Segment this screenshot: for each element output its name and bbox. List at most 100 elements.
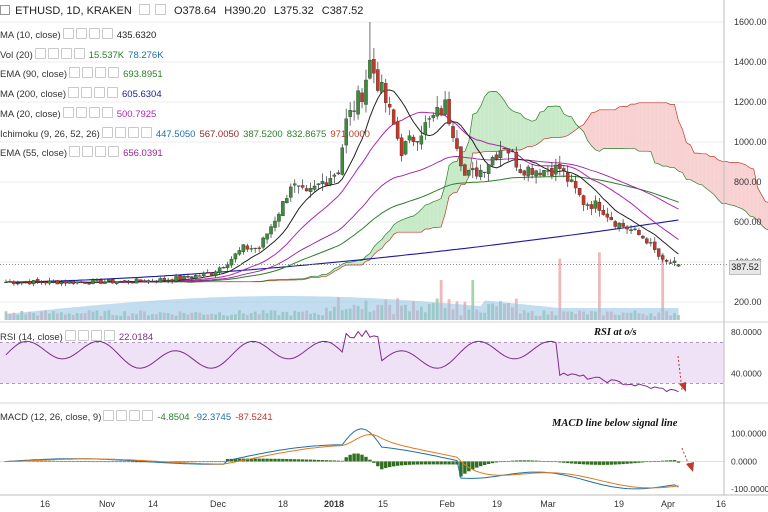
legend-ma20[interactable]: MA (20, close) 500.7925 xyxy=(0,106,157,121)
candle-body xyxy=(486,164,491,174)
eye-icon[interactable] xyxy=(101,126,113,138)
macd-histogram-bar xyxy=(479,461,483,467)
close-icon[interactable] xyxy=(73,47,85,59)
macd-histogram-bar xyxy=(126,461,131,463)
cloud-segment xyxy=(638,102,643,152)
candle-body xyxy=(613,221,617,227)
plus-icon[interactable] xyxy=(127,126,139,138)
eye-icon[interactable] xyxy=(69,146,81,158)
candle-body xyxy=(451,126,455,138)
legend-label: MA (10, close) xyxy=(0,30,61,41)
cloud-segment xyxy=(397,220,402,233)
macd-histogram-bar xyxy=(399,461,404,466)
macd-histogram-bar xyxy=(534,460,538,462)
candle-body xyxy=(494,154,499,160)
cloud-segment xyxy=(421,205,426,233)
cloud-segment xyxy=(591,112,596,150)
settings-icon[interactable] xyxy=(75,28,87,39)
candle-body xyxy=(562,168,566,171)
symbol-label[interactable]: ETHUSD, 1D, KRAKEN xyxy=(15,5,132,17)
settings-icon[interactable] xyxy=(114,126,126,138)
candle-body xyxy=(380,82,384,93)
candle-body xyxy=(399,137,404,156)
settings-icon[interactable] xyxy=(116,410,128,421)
candle-body xyxy=(633,228,637,230)
last-price-tag: 387.52 xyxy=(729,260,761,275)
macd-histogram-bar xyxy=(443,461,447,465)
macd-histogram-bar xyxy=(269,458,273,462)
plus-icon[interactable] xyxy=(88,28,100,39)
eye-icon[interactable] xyxy=(69,67,81,79)
macd-histogram-bar xyxy=(649,461,653,463)
plus-icon[interactable] xyxy=(90,330,102,341)
price-tick-label: 1600.00 xyxy=(734,17,767,27)
rsi-band xyxy=(0,342,724,384)
legend-ema90[interactable]: EMA (90, close) 693.8951 xyxy=(0,67,163,81)
eye-icon[interactable] xyxy=(62,28,74,39)
legend-ma10[interactable]: MA (10, close) 435.6320 xyxy=(0,28,156,42)
settings-icon[interactable] xyxy=(82,146,94,158)
plus-icon[interactable] xyxy=(88,106,100,118)
cloud-segment xyxy=(326,272,331,277)
macd-histogram-bar xyxy=(411,461,416,465)
candle-body xyxy=(558,164,562,169)
eye-icon[interactable] xyxy=(62,106,74,118)
macd-histogram-bar xyxy=(249,458,253,462)
macd-histogram-bar xyxy=(403,461,408,466)
eye-icon[interactable] xyxy=(64,330,76,341)
candle-body xyxy=(249,248,254,250)
eye-icon[interactable] xyxy=(34,47,46,59)
settings-icon[interactable] xyxy=(81,87,92,99)
candle-body xyxy=(198,275,202,277)
close-icon[interactable] xyxy=(103,330,115,341)
price-tick-label: 1000.00 xyxy=(734,137,767,147)
legend-ma200[interactable]: MA (200, close) 605.6304 xyxy=(0,87,162,101)
close-icon[interactable] xyxy=(101,106,113,118)
plus-icon[interactable] xyxy=(154,4,166,15)
plus-icon[interactable] xyxy=(95,67,107,79)
legend-value: 500.7925 xyxy=(116,108,157,120)
plus-icon[interactable] xyxy=(94,87,105,99)
candle-body xyxy=(538,172,542,176)
close-icon[interactable] xyxy=(140,126,152,138)
macd-histogram-bar xyxy=(206,461,210,463)
settings-icon[interactable] xyxy=(75,106,87,118)
cloud-segment xyxy=(551,106,556,138)
settings-icon[interactable] xyxy=(82,67,94,79)
eye-icon[interactable] xyxy=(68,87,79,99)
x-tick-label: 14 xyxy=(148,499,158,509)
close-icon[interactable] xyxy=(108,146,120,158)
cloud-segment xyxy=(437,198,442,228)
plus-icon[interactable] xyxy=(129,410,141,421)
settings-icon[interactable] xyxy=(77,330,89,341)
close-icon[interactable] xyxy=(142,410,154,421)
legend-rsi[interactable]: RSI (14, close) 22.0184 xyxy=(0,330,153,344)
candle-body xyxy=(360,92,364,103)
candle-body xyxy=(645,238,649,244)
legend-ema55[interactable]: EMA (55, close) 656.0391 xyxy=(0,146,163,160)
plus-icon[interactable] xyxy=(95,146,107,158)
plus-icon[interactable] xyxy=(60,47,72,59)
close-icon[interactable] xyxy=(108,67,120,79)
candle-body xyxy=(241,244,246,252)
volume-ma-area xyxy=(6,296,679,320)
candle-body xyxy=(91,279,95,284)
macd-histogram-bar xyxy=(63,461,68,462)
close-icon[interactable] xyxy=(101,28,113,39)
legend-ichimoku[interactable]: Ichimoku (9, 26, 52, 26) 447.5050 567.0050… xyxy=(0,126,370,141)
cloud-segment xyxy=(346,262,351,266)
candle-body xyxy=(336,172,341,175)
settings-icon[interactable] xyxy=(47,47,59,59)
menu-icon[interactable] xyxy=(0,5,10,15)
macd-histogram-bar xyxy=(490,461,495,464)
legend-vol[interactable]: Vol (20) 15.537K 78.276K xyxy=(0,47,164,62)
settings-icon[interactable] xyxy=(138,4,150,15)
candle-body xyxy=(261,237,265,248)
legend-macd[interactable]: MACD (12, 26, close, 9) -4.8504 -92.3745 -8… xyxy=(0,410,273,424)
candle-body xyxy=(35,279,40,282)
legend-label: Vol (20) xyxy=(0,49,33,61)
candle-body xyxy=(296,185,301,187)
close-icon[interactable] xyxy=(107,87,118,99)
eye-icon[interactable] xyxy=(103,410,115,421)
candle-body xyxy=(186,276,190,278)
